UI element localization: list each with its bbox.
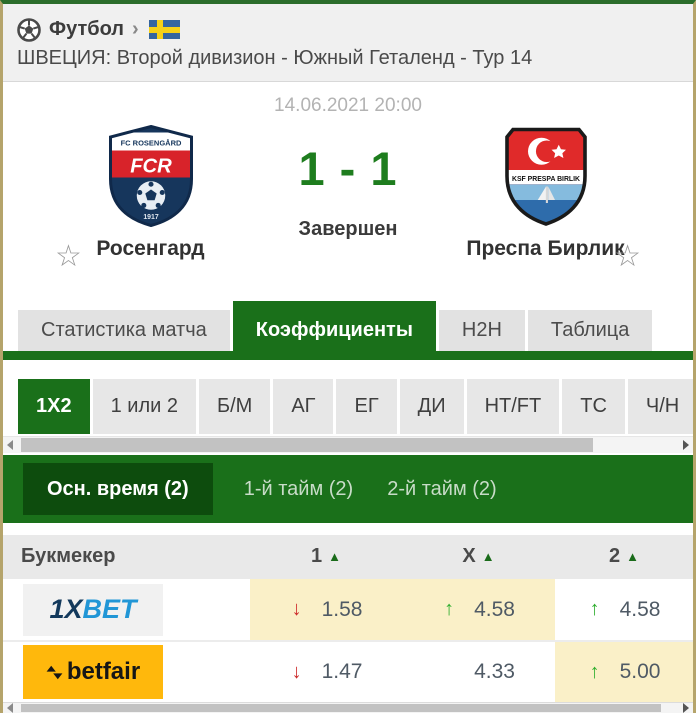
score-block: 1 - 1 Завершен — [263, 125, 433, 241]
match-header: 14.06.2021 20:00 ☆ ☆ — [3, 82, 693, 305]
betfair-logo[interactable]: betfair — [23, 645, 163, 700]
odd-cell-2[interactable]: ↑ 4.58 — [555, 579, 693, 641]
trend-arrow-icon: ↓ — [291, 660, 302, 683]
trend-arrow-icon: ↑ — [444, 598, 455, 621]
odds-row-1xbet: 1X BET ↓ 1.58 ↑ 4.58 ↑ 4.58 — [3, 578, 693, 641]
page-bottom-scrollbar[interactable] — [3, 702, 693, 713]
period-tab-bar: Осн. время (2) 1-й тайм (2) 2-й тайм (2) — [3, 455, 693, 524]
svg-text:FC ROSENGÅRD: FC ROSENGÅRD — [120, 139, 181, 148]
home-team-block: FC ROSENGÅRD FCR 1917 Росенгард — [38, 125, 263, 261]
away-team-block: KSF PRESPA BIRLIK Преспа Бирлик — [433, 125, 658, 261]
market-tab-htft[interactable]: HT/FT — [466, 378, 560, 435]
market-tab-ts[interactable]: ТС — [562, 378, 625, 435]
market-tab-bar: 1X2 1 или 2 Б/М АГ ЕГ ДИ HT/FT ТС Ч/Н — [3, 378, 693, 435]
trend-arrow-icon: ↑ — [589, 598, 600, 621]
sort-asc-icon: ▲ — [626, 549, 639, 565]
sort-asc-icon: ▲ — [481, 549, 495, 565]
tab-odds[interactable]: Коэффициенты — [232, 300, 436, 360]
match-datetime: 14.06.2021 20:00 — [274, 95, 422, 117]
trend-arrow-icon: ↓ — [291, 598, 302, 621]
sweden-flag-icon — [148, 20, 180, 40]
away-favorite-star-icon[interactable]: ☆ — [614, 240, 641, 274]
match-score: 1 - 1 — [298, 142, 398, 196]
odd-value: 5.00 — [619, 660, 661, 684]
period-tab-first-half[interactable]: 1-й тайм (2) — [243, 477, 354, 500]
odd-value: 1.47 — [321, 660, 363, 684]
odd-cell-2[interactable]: ↑ 5.00 — [555, 642, 693, 703]
market-tab-ah[interactable]: АГ — [273, 378, 334, 435]
breadcrumb-chevron-icon: › — [132, 18, 139, 41]
scroll-left-arrow-icon[interactable] — [3, 703, 17, 713]
market-tab-1or2[interactable]: 1 или 2 — [92, 378, 196, 435]
soccer-ball-icon — [17, 17, 41, 42]
market-tab-dc[interactable]: ДИ — [399, 378, 464, 435]
odd-cell-x[interactable]: 4.33 — [402, 642, 555, 702]
period-tab-full-time[interactable]: Осн. время (2) — [23, 463, 213, 516]
bookmaker-column-header: Букмекер — [21, 545, 116, 568]
odd-cell-1[interactable]: ↓ 1.47 — [250, 642, 402, 702]
column-header-2[interactable]: 2 ▲ — [609, 545, 639, 568]
column-header-1[interactable]: 1 ▲ — [311, 545, 341, 568]
away-team-name[interactable]: Преспа Бирлик — [466, 237, 625, 261]
match-status: Завершен — [298, 218, 398, 241]
1xbet-logo[interactable]: 1X BET — [23, 583, 163, 636]
odd-value: 1.58 — [321, 597, 363, 621]
sort-asc-icon: ▲ — [328, 549, 341, 565]
scrollbar-thumb[interactable] — [21, 438, 593, 453]
scroll-right-arrow-icon[interactable] — [679, 703, 693, 713]
market-tabs-scrollbar[interactable] — [3, 436, 693, 454]
odd-value: 4.33 — [474, 660, 515, 684]
period-tab-second-half[interactable]: 2-й тайм (2) — [387, 477, 497, 500]
odd-cell-x[interactable]: ↑ 4.58 — [402, 578, 555, 641]
breadcrumb: Футбол › ШВЕЦИЯ: Второй дивизион - Южный Г… — [3, 4, 693, 83]
svg-text:FCR: FCR — [130, 156, 172, 178]
column-header-x[interactable]: X ▲ — [462, 545, 495, 568]
scrollbar-thumb[interactable] — [21, 704, 661, 713]
odds-row-betfair: betfair ↓ 1.47 4.33 ↑ 5.00 — [3, 640, 693, 703]
tab-match-stats[interactable]: Статистика матча — [18, 309, 230, 351]
svg-text:1917: 1917 — [143, 214, 158, 221]
trend-arrow-icon: ↑ — [589, 660, 600, 683]
scroll-left-arrow-icon[interactable] — [3, 437, 17, 453]
scroll-right-arrow-icon[interactable] — [679, 437, 693, 453]
tab-table[interactable]: Таблица — [527, 309, 653, 351]
tab-h2h[interactable]: H2H — [438, 309, 525, 351]
market-tab-eh[interactable]: ЕГ — [336, 378, 397, 435]
breadcrumb-sport[interactable]: Футбол — [49, 18, 125, 41]
odd-cell-1[interactable]: ↓ 1.58 — [250, 578, 402, 641]
away-team-logo[interactable]: KSF PRESPA BIRLIK — [495, 125, 597, 227]
home-favorite-star-icon[interactable]: ☆ — [55, 240, 82, 274]
market-tab-over-under[interactable]: Б/М — [198, 378, 271, 435]
home-team-name[interactable]: Росенгард — [96, 237, 205, 261]
market-tab-1x2[interactable]: 1X2 — [18, 378, 90, 435]
betfair-arrows-icon — [46, 665, 63, 679]
odds-table-header: Букмекер 1 ▲ X ▲ 2 ▲ — [3, 534, 693, 579]
odd-value: 4.58 — [474, 597, 515, 621]
bookmaker-cell: betfair — [3, 642, 250, 702]
odd-value: 4.58 — [619, 597, 661, 621]
home-team-logo[interactable]: FC ROSENGÅRD FCR 1917 — [100, 125, 202, 228]
main-tab-bar: Статистика матча Коэффициенты H2H Таблиц… — [3, 300, 693, 360]
market-tab-oddeven[interactable]: Ч/Н — [627, 378, 693, 435]
svg-text:KSF PRESPA BIRLIK: KSF PRESPA BIRLIK — [512, 176, 580, 183]
breadcrumb-league[interactable]: ШВЕЦИЯ: Второй дивизион - Южный Геталенд… — [17, 47, 533, 70]
bookmaker-cell: 1X BET — [3, 579, 250, 641]
